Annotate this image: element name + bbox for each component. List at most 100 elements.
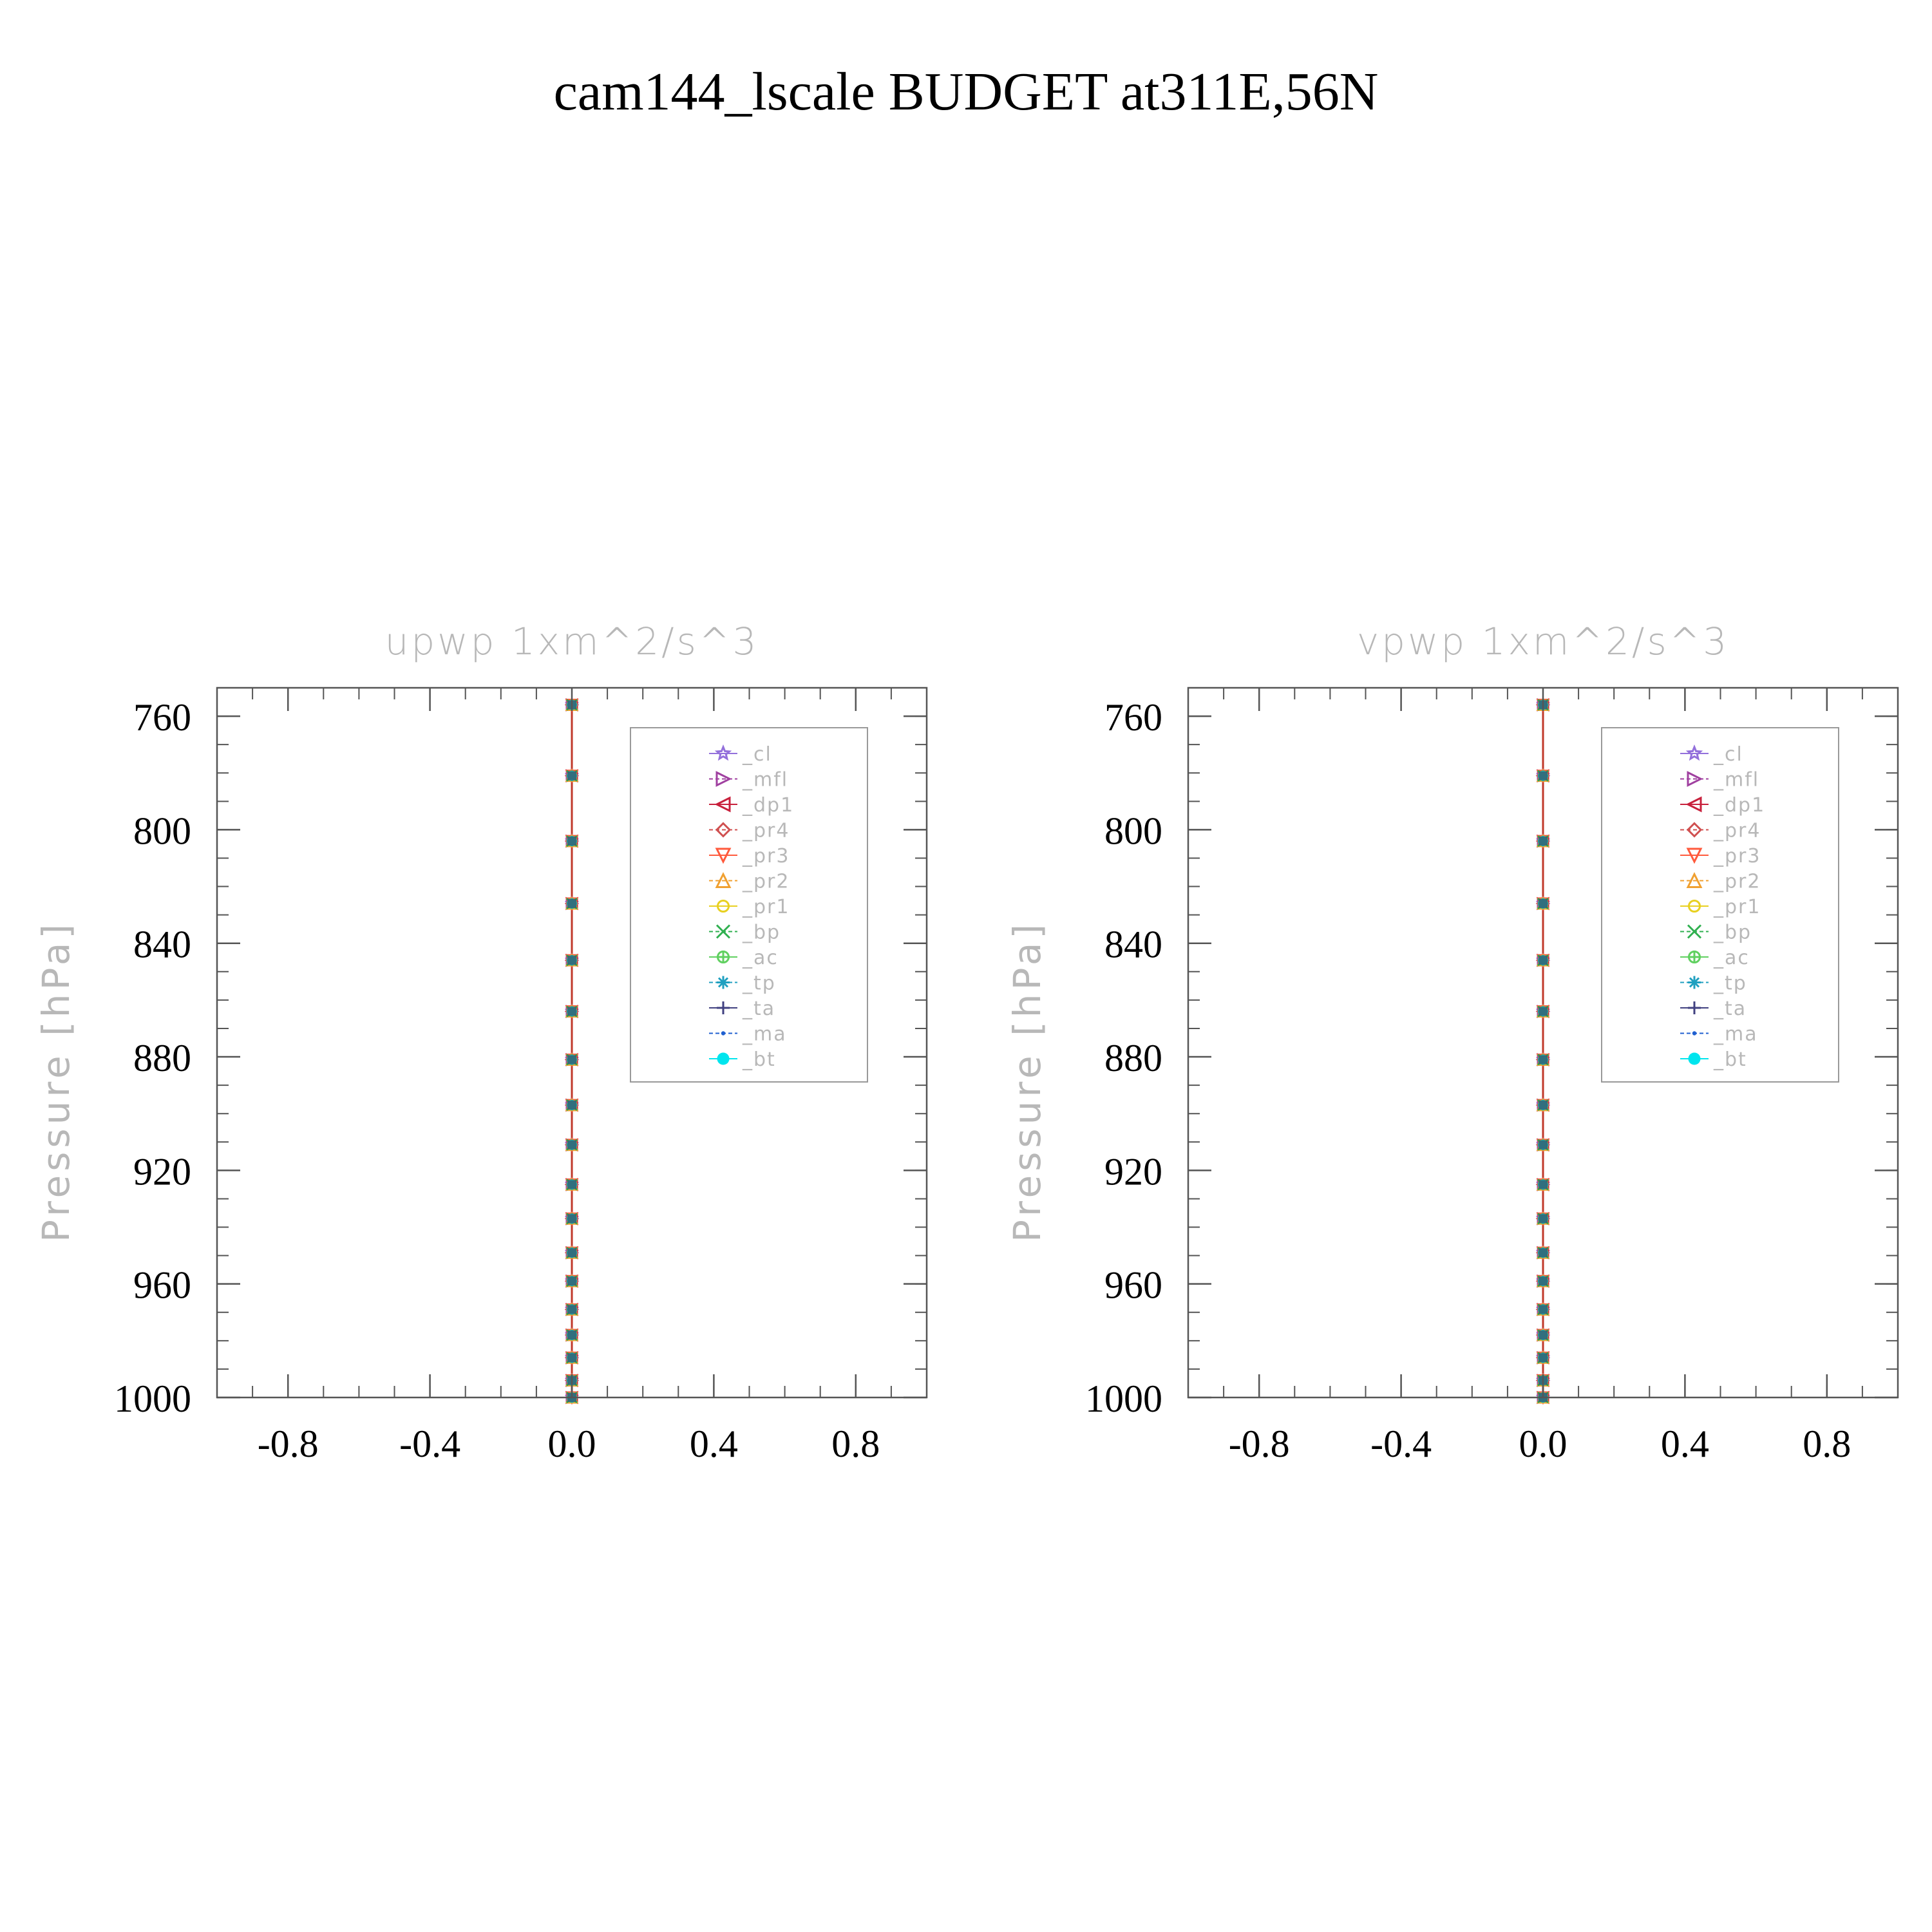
y-tick-label: 840 (133, 923, 191, 966)
data-point-overlay (1539, 899, 1548, 909)
data-point-level-937 (564, 1211, 580, 1226)
data-point-level-937 (1535, 1211, 1551, 1226)
data-point-level-864 (564, 1003, 580, 1019)
data-point-overlay (567, 1007, 576, 1016)
data-point-level-959 (1535, 1273, 1551, 1289)
x-axis: -0.8 -0.4 0.0 0.4 0.8 (216, 688, 927, 1465)
data-point-overlay (1539, 1007, 1548, 1016)
legend-label: _pr3 (1713, 845, 1761, 867)
y-tick-label: 880 (1104, 1037, 1162, 1079)
data-point-level-925 (564, 1177, 580, 1192)
data-point-level-897 (1535, 1097, 1551, 1113)
y-tick-label: 760 (1104, 696, 1162, 739)
data-point-overlay (567, 899, 576, 909)
legend-label: _pr2 (742, 871, 790, 893)
data-point-overlay (567, 771, 576, 781)
legend-marker (715, 872, 732, 888)
data-point-overlay (567, 1055, 576, 1065)
legend-entry-pr1: _pr1 (1680, 896, 1759, 918)
data-point-level-846 (564, 952, 580, 968)
data-point-overlay (1539, 837, 1548, 846)
legend-entry-dp1: _dp1 (709, 794, 793, 817)
legend-marker (721, 1031, 726, 1036)
legend-entry-pr3: _pr3 (709, 845, 788, 867)
legend-label: _bp (1713, 922, 1752, 944)
legend-label: _tp (742, 972, 776, 995)
legend: _cl _mfl _dp1 _pr4 _pr3 _pr2 _pr1 _bp _ac _tp _ta _… (630, 727, 868, 1083)
y-axis: 760 800 840 880 920 960 1000 (114, 696, 927, 1420)
y-tick-label: 960 (1104, 1264, 1162, 1307)
data-point-overlay (567, 956, 576, 965)
x-tick-label: -0.8 (1229, 1423, 1290, 1465)
legend-marker (1688, 976, 1701, 989)
data-point-level-986 (564, 1350, 580, 1365)
x-tick-label: 0.0 (548, 1423, 596, 1465)
y-tick-label: 920 (133, 1150, 191, 1193)
data-point-level-897 (564, 1097, 580, 1113)
legend-entry-pr4: _pr4 (709, 820, 788, 842)
data-point-level-911 (1535, 1137, 1551, 1153)
legend-label: _ta (742, 998, 775, 1020)
legend-marker (1685, 796, 1702, 813)
data-point-level-978 (1535, 1327, 1551, 1343)
legend-entry-tp: _tp (1680, 972, 1747, 995)
legend-label: _cl (1713, 743, 1743, 766)
legend-marker (714, 744, 732, 761)
legend-label: _tp (1713, 972, 1747, 995)
x-tick-label: 0.4 (1661, 1423, 1709, 1465)
data-point-overlay (567, 1353, 576, 1363)
y-axis-label: Pressure [hPa] (1005, 920, 1049, 1242)
data-point-level-864 (1535, 1003, 1551, 1019)
legend-entry-pr2: _pr2 (709, 871, 790, 893)
legend-label: _pr4 (1713, 820, 1761, 842)
legend-entry-bt: _bt (1680, 1048, 1747, 1071)
legend-label: _ma (742, 1023, 787, 1046)
y-tick-label: 1000 (114, 1378, 191, 1420)
legend-entry-bp: _bp (1680, 922, 1752, 944)
y-tick-label: 920 (1104, 1150, 1162, 1193)
data-point-level-804 (1535, 833, 1551, 849)
data-point-level-881 (564, 1052, 580, 1067)
data-point-overlay (1539, 771, 1548, 781)
legend-marker (715, 924, 731, 939)
legend-marker (717, 1052, 730, 1065)
legend-marker (1687, 924, 1702, 939)
legend-marker (1688, 900, 1701, 913)
data-point-level-881 (1535, 1052, 1551, 1067)
legend-marker (715, 771, 732, 787)
legend-entry-pr4: _pr4 (1680, 820, 1761, 842)
data-point-level-911 (564, 1137, 580, 1153)
y-tick-label: 880 (133, 1037, 191, 1079)
legend-label: _ac (1713, 947, 1750, 969)
data-point-overlay (567, 1214, 576, 1224)
legend-marker (1688, 1001, 1701, 1014)
legend-marker (715, 848, 732, 864)
legend-marker (717, 976, 730, 989)
data-point-overlay (567, 1140, 576, 1150)
data-point-overlay (1539, 1248, 1548, 1258)
chart-panel-1: upwp 1xm^2/s^3 Pressure [hPa] -0.8 -0.4 0.0 0… (34, 620, 928, 1465)
legend-label: _bt (1713, 1048, 1747, 1071)
data-point-overlay (1539, 956, 1548, 965)
panel-title: upwp 1xm^2/s^3 (385, 620, 759, 663)
data-point-level-826 (1535, 896, 1551, 911)
data-point-overlay (1539, 1214, 1548, 1224)
chart-panel-2: vpwp 1xm^2/s^3 Pressure [hPa] -0.8 -0.4 0.0 0… (1005, 620, 1899, 1465)
data-point-overlay (1539, 1100, 1548, 1110)
legend-label: _mfl (742, 769, 788, 791)
data-point-overlay (1539, 1140, 1548, 1150)
legend-entry-pr3: _pr3 (1680, 845, 1761, 867)
x-tick-label: -0.4 (399, 1423, 460, 1465)
legend-entry-cl: _cl (1680, 743, 1743, 766)
data-point-level-969 (1535, 1302, 1551, 1317)
legend-entry-dp1: _dp1 (1680, 794, 1764, 817)
data-point-level-846 (1535, 952, 1551, 968)
data-point-level-986 (1535, 1350, 1551, 1365)
x-tick-label: 0.8 (831, 1423, 880, 1465)
legend-entry-mfl: _mfl (1680, 769, 1758, 791)
legend-entry-ac: _ac (1680, 947, 1750, 969)
panel-title: vpwp 1xm^2/s^3 (1357, 620, 1729, 663)
legend-label: _ma (1713, 1023, 1758, 1046)
legend-entry-tp: _tp (709, 972, 776, 995)
data-point-overlay (1539, 1353, 1548, 1363)
